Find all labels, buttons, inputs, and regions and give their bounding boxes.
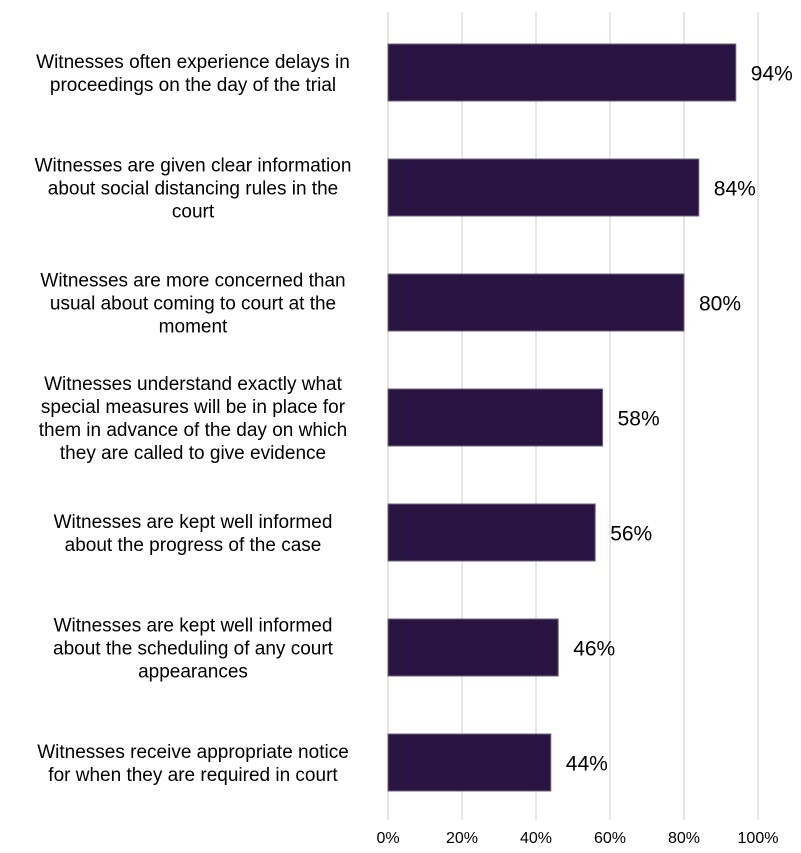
category-labels: Witnesses often experience delays in proc…	[35, 52, 352, 786]
x-tick-label: 100%	[738, 830, 779, 847]
bar	[387, 618, 559, 677]
x-tick-label: 40%	[520, 830, 552, 847]
category-label: Witnesses are kept well informed about th…	[53, 616, 334, 683]
data-label: 80%	[699, 293, 741, 316]
data-label: 56%	[610, 523, 652, 546]
bar	[387, 503, 596, 562]
category-label: Witnesses often experience delays in proc…	[36, 52, 350, 96]
bar	[387, 273, 685, 332]
x-axis-ticks: 0% 20% 40% 60% 80% 100%	[376, 830, 778, 847]
x-tick-label: 20%	[446, 830, 478, 847]
data-label: 44%	[566, 753, 608, 776]
data-label: 94%	[751, 63, 793, 86]
category-label: Witnesses are more concerned than usual a…	[40, 271, 345, 338]
data-label: 84%	[714, 178, 756, 201]
data-label: 46%	[573, 638, 615, 661]
data-label: 58%	[618, 408, 660, 431]
category-label: Witnesses understand exactly what special…	[39, 374, 347, 464]
bar	[387, 733, 552, 792]
category-label: Witnesses are kept well informed about th…	[54, 512, 333, 556]
bars	[387, 43, 737, 792]
bar	[387, 158, 700, 217]
data-labels: 94% 84% 80% 58% 56% 46% 44%	[566, 63, 793, 776]
x-tick-label: 80%	[668, 830, 700, 847]
x-tick-label: 60%	[594, 830, 626, 847]
category-label: Witnesses are given clear information abo…	[35, 156, 352, 223]
x-tick-label: 0%	[376, 830, 399, 847]
bar	[387, 388, 604, 447]
bar	[387, 43, 737, 102]
category-label: Witnesses receive appropriate notice for …	[37, 742, 349, 786]
